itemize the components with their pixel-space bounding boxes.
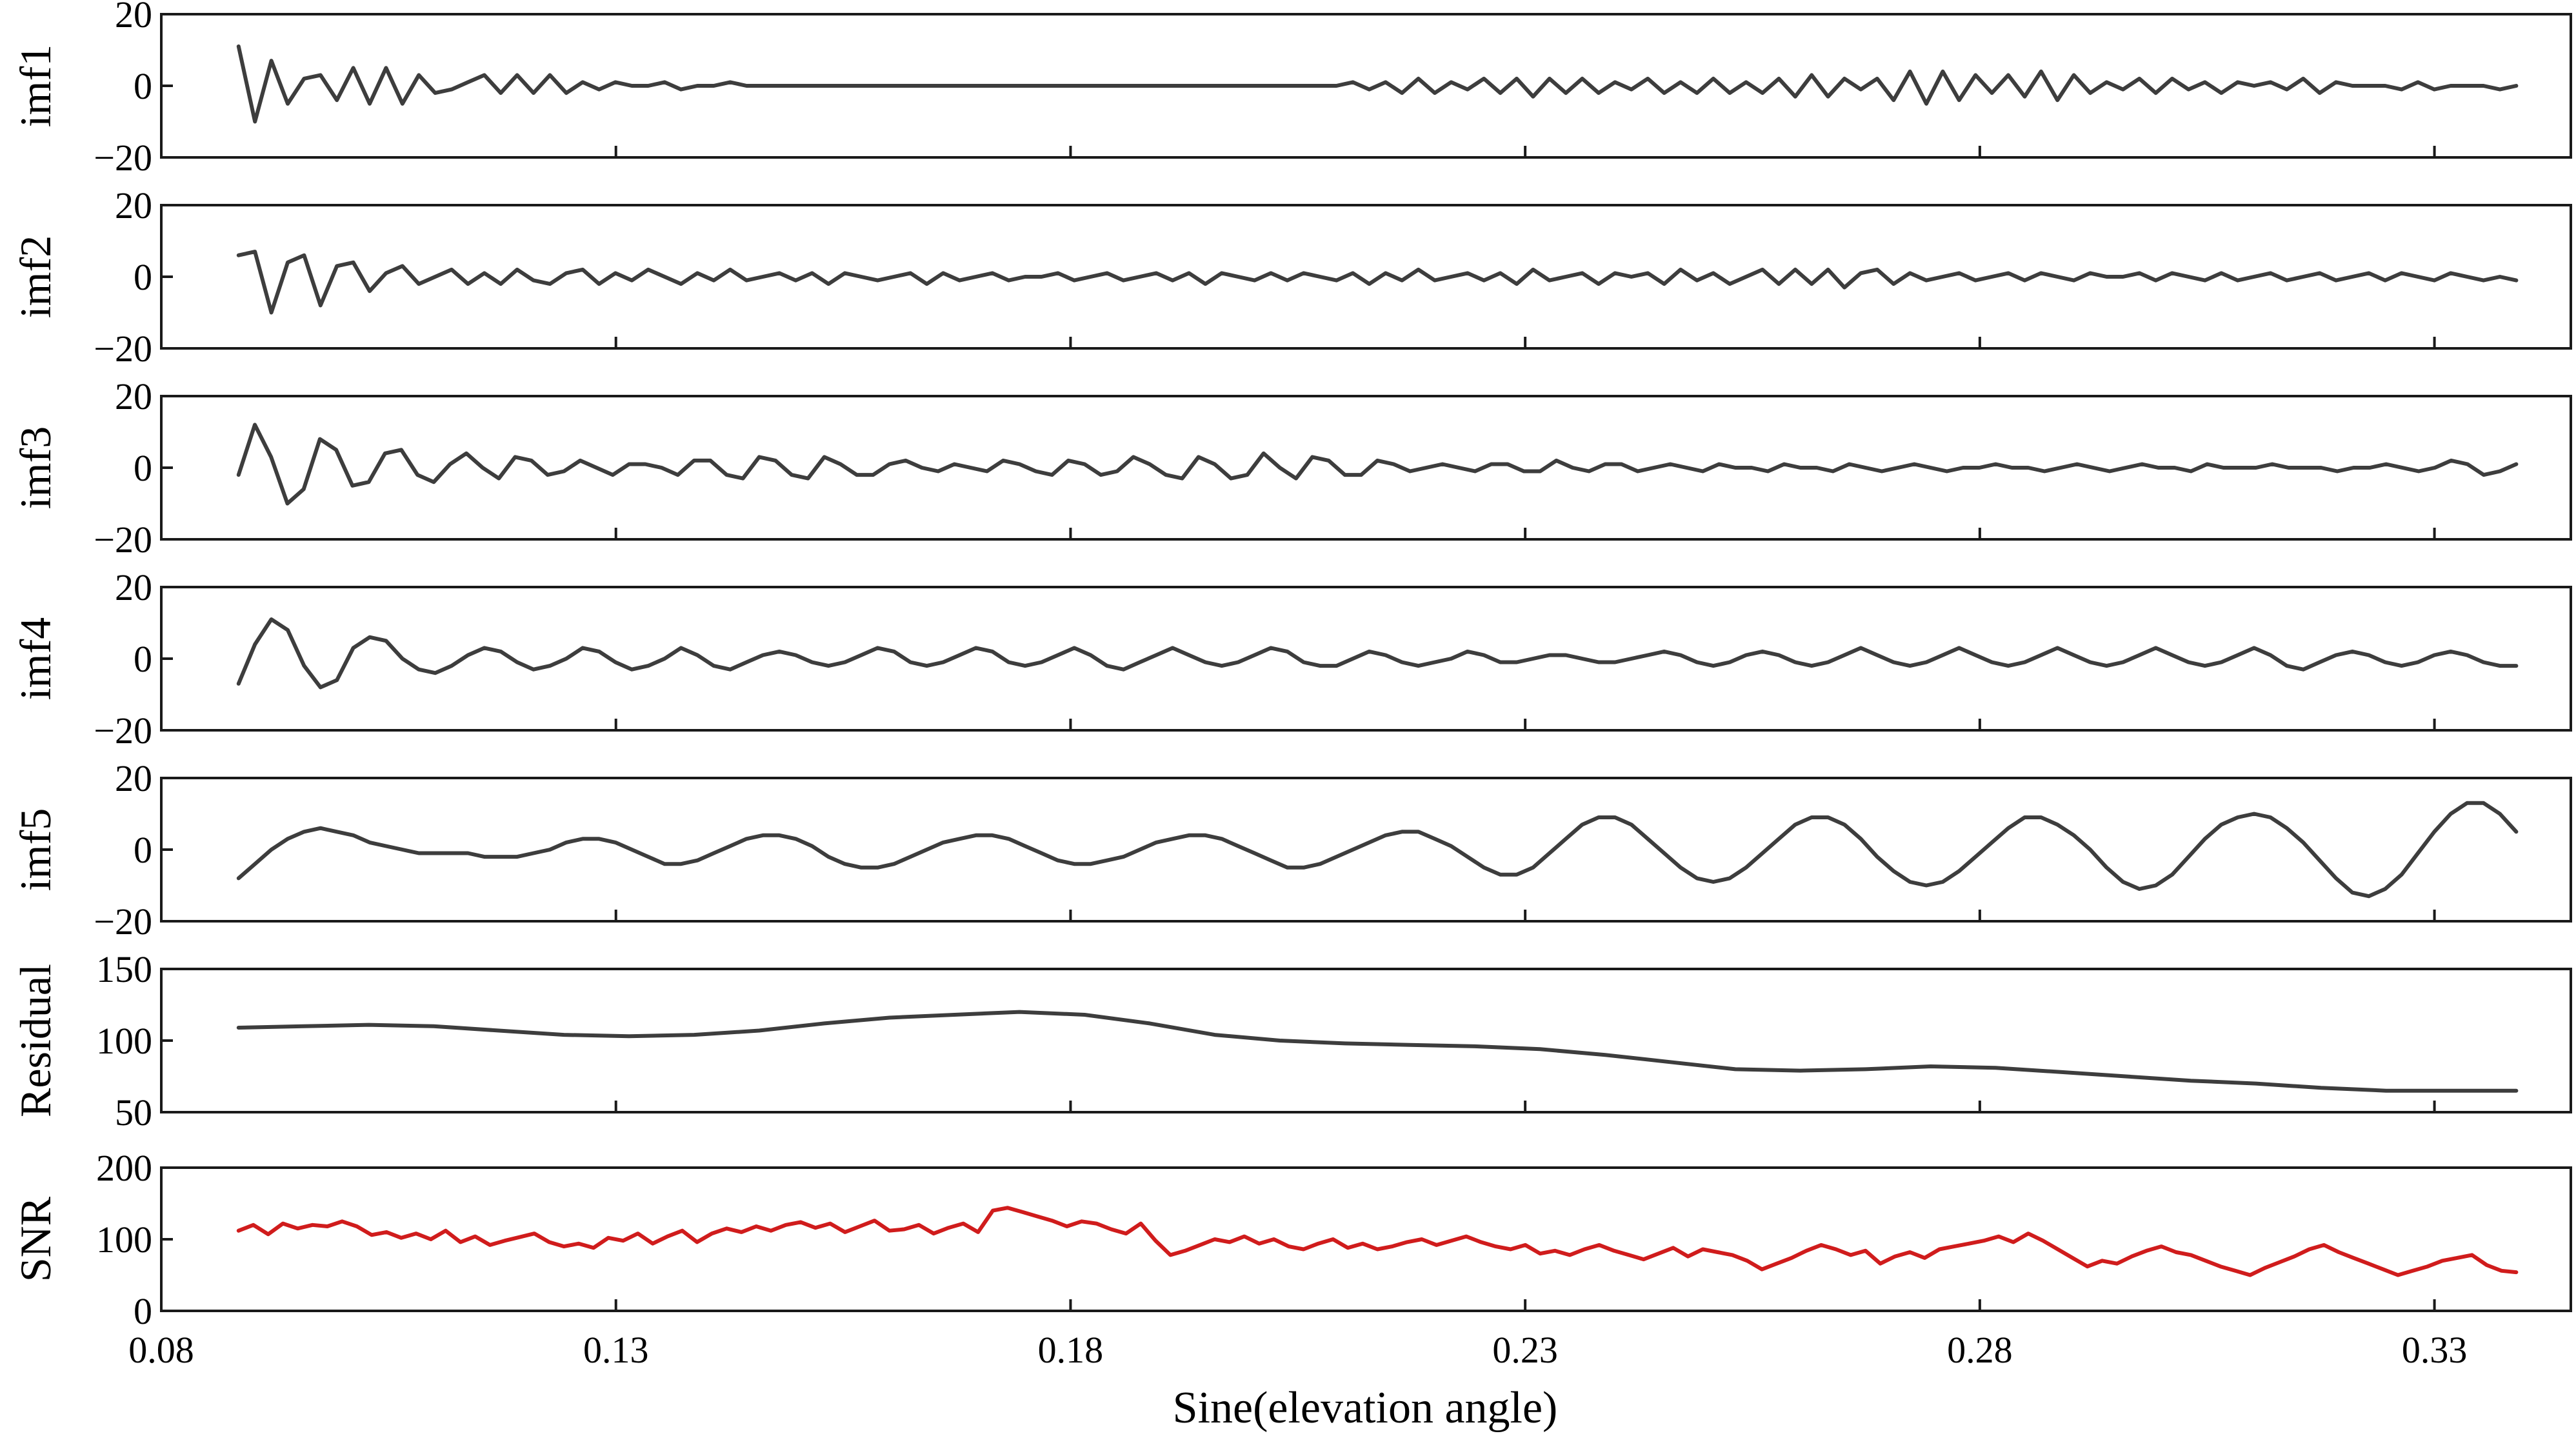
series-line-imf4 [236, 617, 2519, 690]
panel-residual: 50 100 150 Residual [11, 948, 2572, 1133]
panel-imf2: −20 0 20 imf2 [11, 185, 2572, 370]
y-axis-label-imf3: imf3 [11, 426, 60, 509]
plot-frame-snr [160, 1166, 2572, 1312]
series-line-imf3 [236, 423, 2519, 506]
y-tick-label-imf1-2: 20 [115, 0, 152, 35]
x-tick-label-0: 0.08 [128, 1329, 194, 1371]
shared-x-axis: 0.08 0.13 0.18 0.23 0.28 0.33 [128, 1329, 2467, 1371]
y-tick-label-imf3-2: 20 [115, 375, 152, 417]
series-line-imf5 [236, 801, 2519, 899]
y-tick-label-residual-0: 50 [115, 1092, 152, 1133]
panel-imf3: −20 0 20 imf3 [11, 375, 2572, 561]
y-tick-label-snr-2: 200 [96, 1147, 152, 1189]
x-axis-label: Sine(elevation angle) [1173, 1383, 1558, 1433]
y-tick-label-imf2-1: 0 [134, 256, 152, 298]
plot-frame-imf4 [160, 586, 2572, 732]
y-axis-label-imf4: imf4 [11, 617, 60, 700]
panel-snr: 0 100 200 SNR [11, 1147, 2572, 1332]
panel-imf1: −20 0 20 imf1 [11, 0, 2572, 179]
y-tick-label-imf2-0: −20 [94, 328, 152, 370]
series-line-imf2 [236, 250, 2519, 315]
y-tick-label-imf3-0: −20 [94, 519, 152, 561]
y-tick-label-snr-0: 0 [134, 1290, 152, 1332]
y-tick-label-imf5-0: −20 [94, 901, 152, 943]
y-tick-label-imf5-1: 0 [134, 829, 152, 871]
series-line-residual [236, 1010, 2519, 1093]
y-tick-label-imf4-1: 0 [134, 638, 152, 680]
x-tick-label-4: 0.28 [1947, 1329, 2013, 1371]
x-tick-label-1: 0.13 [583, 1329, 649, 1371]
panel-imf4: −20 0 20 imf4 [11, 566, 2572, 752]
y-tick-label-residual-1: 100 [96, 1020, 152, 1062]
y-tick-label-imf5-2: 20 [115, 757, 152, 799]
panels: −20 0 20 imf1 −20 0 20 imf2 −20 0 20 imf3 −20 0 20 imf4… [11, 0, 2572, 1332]
x-tick-label-2: 0.18 [1038, 1329, 1104, 1371]
y-axis-label-snr: SNR [11, 1196, 60, 1282]
y-tick-label-imf2-2: 20 [115, 185, 152, 226]
y-axis-label-residual: Residual [11, 964, 60, 1117]
panel-imf5: −20 0 20 imf5 [11, 757, 2572, 943]
series-line-imf1 [236, 44, 2519, 124]
series-line-snr [236, 1206, 2519, 1277]
y-tick-label-imf1-0: −20 [94, 137, 152, 179]
y-tick-label-imf4-0: −20 [94, 710, 152, 752]
y-tick-label-imf4-2: 20 [115, 566, 152, 608]
y-axis-label-imf5: imf5 [11, 808, 60, 891]
y-axis-label-imf1: imf1 [11, 45, 60, 127]
plot-frame-residual [160, 968, 2572, 1113]
y-tick-label-residual-2: 150 [96, 948, 152, 990]
y-tick-label-imf3-1: 0 [134, 447, 152, 489]
y-tick-label-imf1-1: 0 [134, 65, 152, 107]
x-tick-label-5: 0.33 [2402, 1329, 2468, 1371]
plot-frame-imf5 [160, 777, 2572, 923]
y-axis-label-imf2: imf2 [11, 235, 60, 318]
plot-frame-imf3 [160, 395, 2572, 541]
y-tick-label-snr-1: 100 [96, 1219, 152, 1261]
x-tick-label-3: 0.23 [1492, 1329, 1558, 1371]
